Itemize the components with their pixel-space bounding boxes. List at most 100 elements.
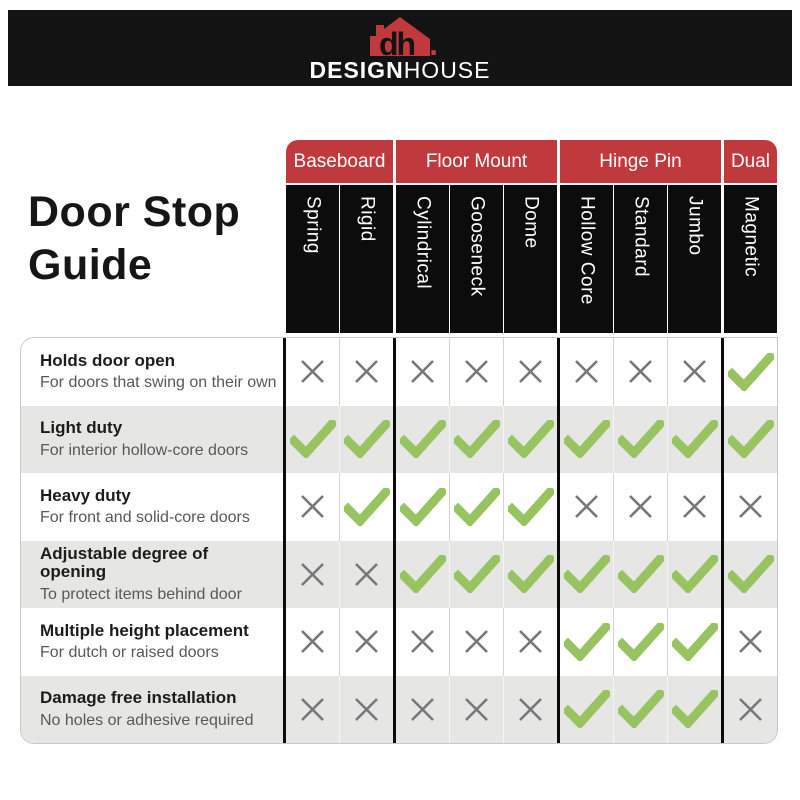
cell-dome-no: [504, 338, 557, 406]
cell-magnetic-yes: [724, 338, 777, 406]
check-icon: [727, 420, 774, 459]
grid-separator: [393, 675, 396, 743]
grid-separator: [393, 338, 396, 406]
check-icon: [563, 622, 610, 661]
grid-separator: [449, 675, 450, 743]
group-header-hinge-pin: Hinge Pin: [560, 140, 721, 183]
grid-separator: [283, 338, 286, 406]
cell-spring-yes: [286, 406, 339, 474]
cell-standard-yes: [614, 608, 667, 676]
x-icon: [629, 495, 652, 519]
x-icon: [465, 697, 488, 721]
x-icon: [519, 360, 542, 384]
x-icon: [355, 697, 378, 721]
check-icon: [727, 555, 774, 594]
cell-cylindrical-no: [396, 338, 449, 406]
grid-separator: [503, 473, 504, 541]
feature-row-light-duty: Light duty For interior hollow-core doors: [21, 405, 283, 473]
grid-separator: [557, 540, 560, 608]
column-header-cylindrical: Cylindrical: [396, 185, 449, 333]
x-icon: [519, 630, 542, 654]
grid-separator: [613, 338, 614, 406]
grid-separator: [613, 405, 614, 473]
grid-separator: [667, 473, 668, 541]
x-icon: [575, 360, 598, 384]
grid-separator: [339, 473, 340, 541]
cell-dome-yes: [504, 473, 557, 541]
cell-standard-no: [614, 338, 667, 406]
grid-separator: [557, 675, 560, 743]
group-header-dual: Dual: [724, 140, 777, 183]
check-icon: [453, 555, 500, 594]
cell-cylindrical-no: [396, 608, 449, 676]
check-icon: [289, 420, 336, 459]
matrix-row-heavy-duty: [283, 473, 777, 541]
cell-jumbo-yes: [668, 676, 721, 744]
matrix-row-light-duty: [283, 405, 777, 474]
x-icon: [301, 360, 324, 384]
matrix-row-damage-free-installation: [283, 675, 777, 744]
feature-subtitle: For front and solid-core doors: [40, 509, 250, 527]
cell-magnetic-no: [724, 473, 777, 541]
feature-title: Damage free installation: [40, 688, 237, 708]
check-icon: [563, 420, 610, 459]
column-label: Spring: [302, 196, 324, 254]
cell-spring-no: [286, 338, 339, 406]
grid-separator: [393, 405, 396, 473]
x-icon: [301, 562, 324, 586]
feature-subtitle: No holes or adhesive required: [40, 711, 254, 729]
grid-separator: [449, 338, 450, 406]
check-icon: [453, 420, 500, 459]
column-label: Hollow Core: [576, 196, 598, 305]
grid-separator: [721, 675, 724, 743]
grid-separator: [613, 608, 614, 676]
feature-subtitle: To protect items behind door: [40, 586, 242, 604]
feature-row-heavy-duty: Heavy duty For front and solid-core doors: [21, 473, 283, 541]
cell-gooseneck-yes: [450, 406, 503, 474]
page-title: Door Stop Guide: [28, 186, 240, 293]
cell-magnetic-yes: [724, 541, 777, 609]
comparison-matrix: [283, 337, 778, 744]
cell-rigid-no: [340, 541, 393, 609]
grid-separator: [557, 338, 560, 406]
cell-standard-yes: [614, 541, 667, 609]
check-icon: [563, 555, 610, 594]
x-icon: [739, 630, 762, 654]
column-group-dual: Magnetic: [724, 185, 777, 333]
grid-separator: [667, 675, 668, 743]
column-label: Jumbo: [684, 196, 706, 256]
grid-separator: [721, 473, 724, 541]
column-header-standard: Standard: [614, 185, 667, 333]
column-header-spring: Spring: [286, 185, 339, 333]
x-icon: [355, 630, 378, 654]
feature-subtitle: For interior hollow-core doors: [40, 441, 249, 459]
grid-separator: [339, 540, 340, 608]
check-icon: [617, 622, 664, 661]
logo-monogram: dh: [378, 26, 416, 62]
x-icon: [301, 630, 324, 654]
grid-separator: [503, 608, 504, 676]
cell-spring-no: [286, 541, 339, 609]
column-group-baseboard: Spring Rigid: [286, 185, 393, 333]
feature-title: Heavy duty: [40, 485, 131, 505]
page-title-line1: Door Stop: [28, 188, 241, 236]
column-group-floor-mount: Cylindrical Gooseneck Dome: [396, 185, 557, 333]
cell-rigid-no: [340, 338, 393, 406]
check-icon: [399, 420, 446, 459]
house-icon: [370, 17, 430, 56]
grid-separator: [721, 608, 724, 676]
cell-jumbo-no: [668, 338, 721, 406]
grid-separator: [449, 405, 450, 473]
cell-standard-yes: [614, 676, 667, 744]
column-header-jumbo: Jumbo: [668, 185, 721, 333]
cell-spring-no: [286, 473, 339, 541]
grid-separator: [393, 540, 396, 608]
check-icon: [343, 420, 390, 459]
x-icon: [739, 495, 762, 519]
cell-jumbo-yes: [668, 406, 721, 474]
feature-title: Holds door open: [40, 350, 176, 370]
x-icon: [411, 630, 434, 654]
grid-separator: [503, 405, 504, 473]
cell-jumbo-yes: [668, 608, 721, 676]
logo-dot: .: [429, 26, 438, 62]
